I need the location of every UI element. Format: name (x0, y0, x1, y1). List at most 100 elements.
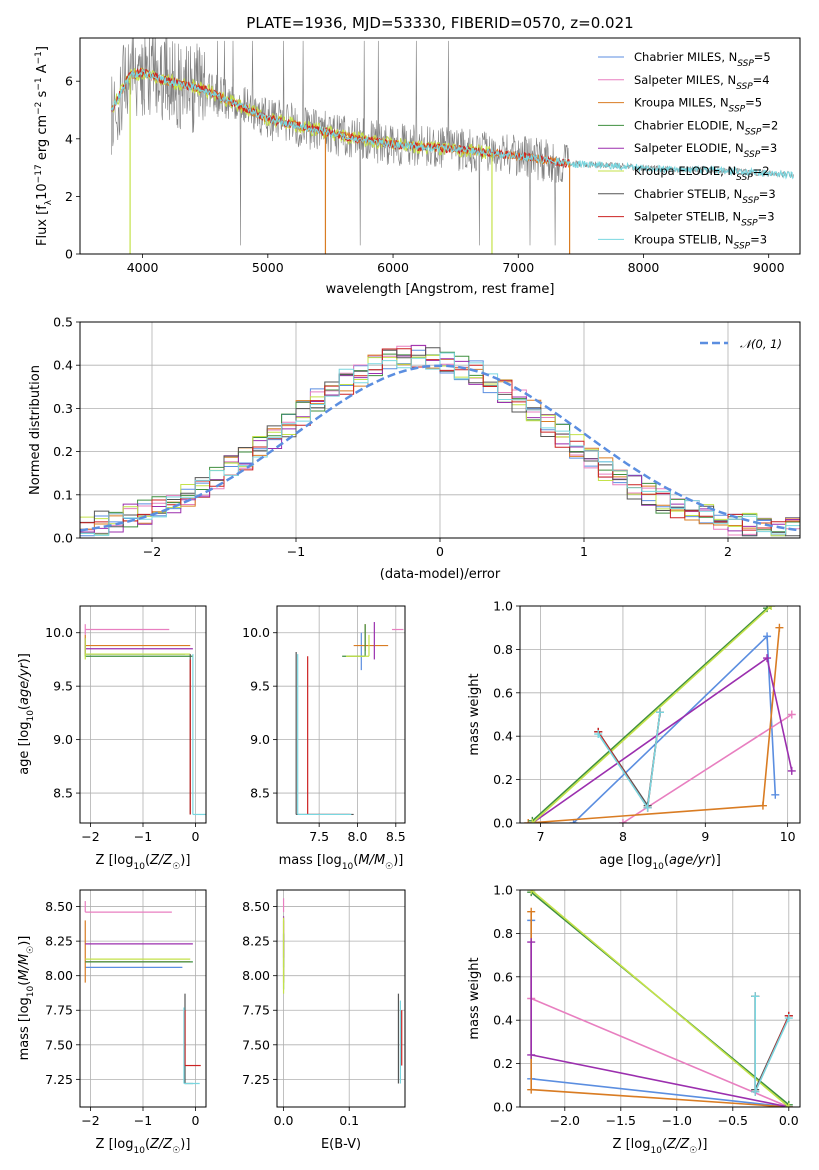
x-tick-label: 0.0 (274, 1113, 294, 1128)
label-part: M/M (358, 853, 385, 868)
x-tick-label: 0.1 (339, 1113, 359, 1128)
plus-marker (787, 766, 796, 775)
y-tick-label: 8.25 (45, 934, 73, 949)
errorbar-kroupa-elodie (345, 634, 370, 657)
x-tick-label: −1 (287, 544, 305, 559)
label-part: ( (17, 705, 32, 710)
label-part: SSP (741, 219, 758, 229)
plot-area-weight_vs_age (524, 606, 796, 823)
y-tick-label: 7.25 (242, 1072, 270, 1087)
x-tick-label: −2.0 (550, 1113, 580, 1128)
legend-label: Kroupa MILES, NSSP=5 (634, 96, 762, 115)
errorbar-chabrier-miles (84, 641, 185, 655)
label-part: mass [log (17, 997, 32, 1060)
plus-marker (618, 819, 627, 823)
x-axis-label: E(B-V) (321, 1137, 361, 1152)
model-kroupa-stelib (110, 68, 794, 180)
label-part: s (35, 90, 50, 101)
label-part: Z [log (613, 1137, 651, 1152)
legend-label: 𝒩(0, 1) (740, 337, 782, 351)
label-part: E(B-V) (321, 1137, 361, 1152)
errorbar-kroupa-miles (84, 920, 191, 983)
errorbar-salpeter-stelib (184, 1010, 201, 1067)
label-part: 10 (652, 862, 664, 872)
x-axis-label: Z [log10(Z/Z☉)] (613, 1137, 708, 1156)
errorbar-kroupa-miles (353, 624, 389, 651)
label-part: Flux [f (35, 205, 50, 246)
y-tick-label: 0.2 (53, 444, 73, 459)
x-tick-label: −0.5 (718, 1113, 748, 1128)
x-tick-label: −1.5 (606, 1113, 636, 1128)
series-line (530, 920, 789, 1107)
label-part: =4 (753, 73, 770, 87)
label-part: =5 (754, 50, 771, 64)
plus-marker (528, 819, 537, 823)
axes-frame (276, 889, 406, 1108)
x-tick-label: 7 (537, 829, 545, 844)
label-part: SSP (744, 150, 761, 160)
axes-frame (79, 605, 207, 824)
plus-marker (763, 632, 772, 641)
panel-weight_vs_Z: −2.0 −1.5 −1.0 −0.5 0.0 0.0 0.2 0.4 0.6 0.8 1.0 Z [… (467, 883, 801, 1156)
y-tick-label: 10.0 (242, 625, 270, 640)
label-part: M/M (17, 954, 32, 981)
plus-marker (784, 1103, 793, 1107)
label-part: ☉ (689, 1146, 697, 1156)
axes-frame (79, 889, 207, 1108)
y-tick-label: 0.6 (493, 969, 513, 984)
y-tick-label: 7.25 (45, 1072, 73, 1087)
x-tick-label: 8000 (628, 260, 660, 275)
series-chabrier-miles (569, 632, 780, 823)
y-tick-label: 1.0 (493, 599, 513, 614)
y-tick-label: 0.0 (493, 816, 513, 831)
plus-marker (656, 708, 664, 717)
label-part: 10 (133, 862, 145, 872)
label-part: mass [log (279, 853, 342, 868)
axes-frame (519, 605, 801, 824)
series-kroupa-miles (524, 623, 784, 823)
legend-label: Chabrier ELODIE, NSSP=2 (634, 118, 778, 137)
plus-marker (758, 801, 767, 810)
y-tick-label: 0.8 (493, 926, 513, 941)
x-tick-label: 8.0 (348, 829, 368, 844)
x-tick-label: 9 (701, 829, 709, 844)
series-line (597, 712, 661, 811)
x-tick-label: 0 (436, 544, 444, 559)
plot-area-weight_vs_Z (527, 890, 793, 1107)
plot-area-age_vs_mass (295, 622, 404, 816)
label-part: −1 (34, 51, 44, 64)
legend-label: Salpeter MILES, NSSP=4 (634, 73, 770, 92)
y-tick-label: 7.50 (45, 1037, 73, 1052)
series-kroupa-stelib (594, 708, 664, 812)
label-part: ☉ (172, 1146, 180, 1156)
label-part: Z/Z (149, 853, 173, 868)
panel-mass_vs_ebv: 0.0 0.1 7.25 7.50 7.75 8.00 8.25 8.50 E(B-V) (242, 889, 406, 1152)
y-tick-label: 8.25 (242, 934, 270, 949)
y-tick-label: 0.4 (493, 1013, 513, 1028)
label-part: ( (353, 853, 358, 868)
y-tick-label: 8.00 (45, 968, 73, 983)
x-tick-label: 10 (780, 829, 796, 844)
series-salpeter-elodie (527, 938, 793, 1107)
x-tick-label: 9000 (753, 260, 785, 275)
series-line (622, 713, 793, 823)
plus-marker (527, 907, 536, 916)
label-part: −17 (34, 164, 44, 183)
label-part: =3 (760, 141, 777, 155)
panel-residuals: −2 −1 0 1 2 0.0 0.1 0.2 0.3 0.4 0.5 (data-model)/er… (28, 315, 801, 582)
x-tick-label: 7000 (502, 260, 534, 275)
y-tick-label: 7.50 (242, 1037, 270, 1052)
label-part: ] (35, 46, 50, 51)
errorbar-kroupa-stelib (297, 654, 352, 816)
x-tick-label: 1 (580, 544, 588, 559)
y-axis-label: mass [log10(M/M☉)] (17, 936, 36, 1061)
label-part: 10 (26, 710, 36, 722)
y-axis-label: Normed distribution (28, 365, 43, 495)
series-line (528, 627, 781, 823)
label-part: =3 (750, 232, 767, 246)
y-tick-label: 0 (65, 247, 73, 262)
label-part: 10 (650, 1146, 662, 1156)
errorbar-salpeter-stelib (307, 656, 350, 816)
panel-age_vs_mass: 7.5 8.0 8.5 8.5 9.0 9.5 10.0 mass [log10(M/M☉)] (242, 605, 406, 872)
